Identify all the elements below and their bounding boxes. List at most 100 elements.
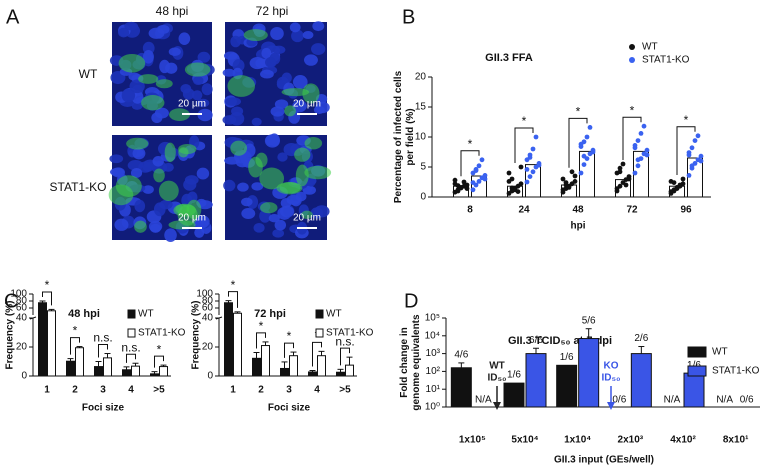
nucleus: [197, 51, 211, 63]
y-axis-label: Percentage of infected cellsper field (%…: [393, 70, 416, 203]
nucleus: [237, 182, 249, 192]
infected-cell: [230, 140, 248, 156]
bar-label: 2/6: [634, 333, 648, 344]
infected-cell: [279, 182, 301, 194]
nucleus: [274, 99, 289, 110]
infected-cell: [158, 180, 179, 202]
row-label: STAT1-KO: [50, 180, 107, 194]
y-tick-label: 10⁰: [425, 402, 440, 413]
data-point: [635, 138, 641, 144]
significance-label: n.s.: [93, 331, 112, 345]
data-point: [638, 131, 644, 136]
nucleus: [134, 199, 146, 213]
column-label: 72 hpi: [256, 4, 289, 18]
significance-bracket: [126, 353, 136, 363]
nucleus: [314, 205, 330, 218]
nucleus: [315, 101, 330, 114]
data-point: [530, 169, 536, 175]
data-point: [680, 176, 686, 182]
nucleus: [269, 52, 281, 65]
bar-label: 4/6: [454, 350, 468, 361]
bar-label: 5/6: [582, 315, 596, 326]
y-axis-label: Frequency (%): [5, 301, 16, 370]
bar: [280, 367, 289, 377]
bar: [345, 364, 354, 377]
data-point: [689, 163, 695, 169]
data-point: [479, 157, 485, 163]
nucleus: [253, 222, 265, 233]
significance-bracket: [70, 337, 80, 355]
x-tick-label: 5x10⁴: [511, 435, 538, 446]
significance-label: *: [576, 105, 581, 119]
data-point: [620, 161, 626, 167]
legend-marker: [687, 365, 707, 377]
nucleus: [225, 97, 242, 106]
y-tick-label: 5: [420, 162, 426, 173]
nucleus: [178, 32, 191, 45]
y-tick-label: 10²: [426, 366, 441, 377]
y-axis-label: Frequency (%): [191, 301, 202, 370]
data-point: [518, 164, 524, 170]
x-tick-label: 1: [230, 385, 236, 396]
significance-label: *: [468, 137, 473, 151]
y-tick-label: 20: [16, 342, 28, 353]
nucleus: [292, 75, 308, 89]
bar-label: 1/6: [507, 370, 521, 381]
arrow-label: WT: [489, 361, 505, 372]
panel-label: D: [404, 290, 418, 312]
chart-title: GII.3 FFA: [485, 52, 533, 64]
nucleus: [251, 117, 262, 126]
data-point: [566, 185, 572, 190]
x-axis-label: Foci size: [268, 403, 311, 414]
nucleus: [255, 58, 267, 69]
data-point: [632, 145, 638, 151]
data-point: [527, 174, 533, 180]
micrograph: 20 µm: [109, 21, 215, 126]
data-point: [677, 182, 683, 188]
data-point: [524, 167, 530, 172]
nucleus: [196, 167, 210, 180]
infected-cell: [138, 74, 159, 84]
nucleus: [196, 98, 210, 108]
data-point: [470, 180, 476, 186]
bar: [450, 367, 472, 408]
data-point: [671, 180, 677, 186]
data-point: [452, 177, 458, 183]
data-point: [686, 173, 692, 178]
arrow-label: KO: [604, 361, 619, 372]
bar-label: 0/6: [740, 395, 754, 406]
significance-bracket: [256, 332, 266, 349]
data-point: [563, 180, 569, 186]
infected-cell: [126, 137, 149, 150]
legend-label: WT: [326, 309, 342, 320]
data-point: [536, 162, 542, 168]
infected-cell: [141, 95, 165, 111]
significance-bracket: [154, 355, 164, 368]
data-point: [695, 133, 701, 139]
arrow-label: ID₅₀: [601, 373, 620, 384]
data-point: [509, 176, 515, 182]
data-point: [587, 125, 593, 130]
y-axis-label-line: per field (%): [405, 108, 416, 165]
bar: [131, 365, 140, 377]
bar-label: N/A: [475, 395, 492, 406]
bar: [687, 157, 703, 198]
data-point: [644, 147, 650, 153]
nucleus: [193, 76, 204, 86]
legend-label: WT: [138, 309, 154, 320]
x-tick-label: 2: [72, 385, 78, 396]
nucleus: [261, 47, 272, 59]
panel-label: C: [4, 290, 18, 312]
data-point: [530, 146, 536, 152]
nucleus: [241, 207, 256, 219]
legend-marker: [315, 328, 324, 338]
y-tick-label: 10⁵: [425, 313, 440, 324]
data-point: [614, 186, 620, 192]
bar: [317, 355, 326, 377]
nucleus: [311, 43, 326, 55]
significance-bracket: [284, 342, 294, 358]
nucleus: [194, 215, 210, 228]
bar: [556, 364, 578, 408]
infected-cell: [304, 137, 323, 150]
